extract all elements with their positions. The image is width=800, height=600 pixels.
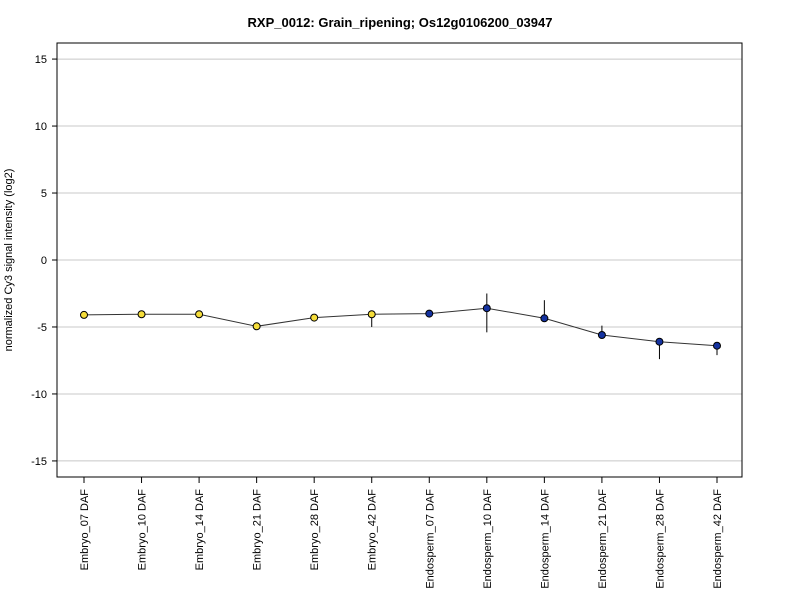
grid-lines (57, 58, 742, 462)
data-point (713, 341, 721, 350)
data-point (137, 310, 146, 319)
error-bars (371, 293, 718, 360)
data-point (425, 309, 434, 318)
x-tick-label: Embryo_10 DAF (137, 489, 149, 571)
y-axis: -15 -10 -5 0 5 10 15 (31, 54, 57, 468)
x-tick-label: Endosperm_14 DAF (539, 489, 551, 589)
x-tick-label: Endosperm_28 DAF (654, 489, 666, 589)
y-tick-label: -5 (37, 322, 47, 334)
y-tick-label: 10 (35, 121, 47, 133)
data-point (367, 310, 376, 319)
data-point (482, 304, 491, 313)
x-tick-label: Embryo_07 DAF (79, 489, 91, 571)
y-tick-label: 0 (41, 255, 47, 267)
x-tick-label: Endosperm_07 DAF (424, 489, 436, 589)
x-tick-label: Embryo_21 DAF (252, 489, 264, 571)
data-point (540, 314, 549, 323)
x-tick-label: Embryo_42 DAF (367, 489, 379, 571)
x-tick-label: Endosperm_42 DAF (712, 489, 724, 589)
data-point (195, 310, 204, 319)
data-point (597, 331, 606, 340)
series-line (83, 307, 718, 347)
chart-title: RXP_0012: Grain_ripening; Os12g0106200_0… (248, 15, 553, 30)
y-tick-label: -10 (31, 389, 47, 401)
data-point (80, 310, 88, 319)
x-tick-label: Endosperm_21 DAF (597, 489, 609, 589)
y-axis-label: normalized Cy3 signal intensity (log2) (3, 169, 15, 352)
x-tick-label: Endosperm_10 DAF (482, 489, 494, 589)
data-points (80, 304, 721, 350)
x-tick-label: Embryo_14 DAF (194, 489, 206, 571)
data-point (655, 337, 664, 346)
data-point (310, 313, 319, 322)
y-tick-label: 15 (35, 54, 47, 66)
x-axis: Embryo_07 DAF Embryo_10 DAF Embryo_14 DAF E… (79, 477, 724, 589)
y-tick-label: -15 (31, 456, 47, 468)
x-tick-label: Embryo_28 DAF (309, 489, 321, 571)
y-tick-label: 5 (41, 188, 47, 200)
data-point (252, 322, 261, 331)
